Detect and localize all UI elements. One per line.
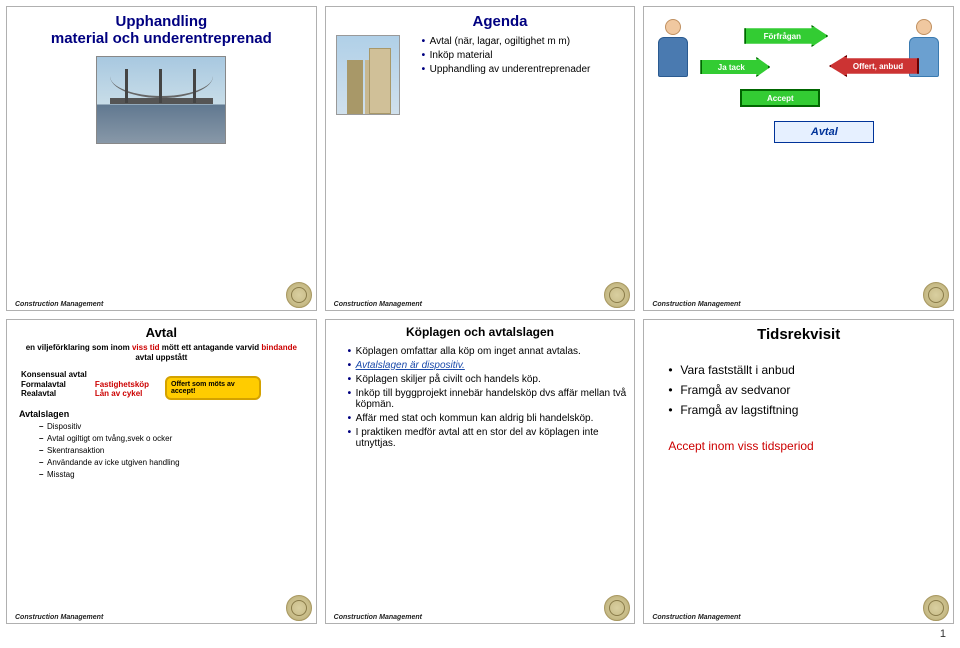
slide-footer: Construction Management xyxy=(652,301,740,308)
table-cell: Formalavtal xyxy=(21,380,95,390)
slide-grid: Upphandling material och underentreprena… xyxy=(0,0,960,648)
slide1-title-line1: Upphandling xyxy=(116,13,208,30)
accept-box: Accept xyxy=(740,89,820,107)
avtal-box: Avtal xyxy=(774,121,874,143)
slide-3: Förfrågan Ja tack Offert, anbud Accept A… xyxy=(643,6,954,311)
building-image xyxy=(336,35,400,115)
table-cell: Konsensual avtal xyxy=(21,370,95,380)
list-item: Dispositiv xyxy=(39,422,308,431)
callout-text: Offert som möts av accept! xyxy=(171,381,235,395)
list-item: Köplagen skiljer på civilt och handels k… xyxy=(348,374,627,385)
slide-footer: Construction Management xyxy=(334,614,422,621)
accept-line: Accept inom viss tidsperiod xyxy=(668,439,945,453)
slide4-title: Avtal xyxy=(15,326,308,341)
list-item: I praktiken medför avtal att en stor del… xyxy=(348,427,627,449)
slide4-subtitle: en viljeförklaring som inom viss tid möt… xyxy=(15,343,308,362)
list-item: Framgå av lagstiftning xyxy=(668,403,945,417)
slide6-bullets: Vara fastställt i anbud Framgå av sedvan… xyxy=(668,363,945,417)
list-item: Framgå av sedvanor xyxy=(668,383,945,397)
jatack-label: Ja tack xyxy=(718,63,745,72)
list-item: Avtal ogiltigt om tvång,svek o ocker xyxy=(39,434,308,443)
seal-icon xyxy=(923,595,949,621)
slide-1: Upphandling material och underentreprena… xyxy=(6,6,317,311)
list-item: Vara fastställt i anbud xyxy=(668,363,945,377)
list-item: Avtalslagen är dispositiv. xyxy=(348,360,627,371)
person-left-icon xyxy=(654,19,692,79)
jatack-arrow: Ja tack xyxy=(700,57,770,77)
slide1-title: Upphandling material och underentreprena… xyxy=(15,13,308,48)
list-item: Affär med stat och kommun kan aldrig bli… xyxy=(348,413,627,424)
agenda-item: Avtal (när, lagar, ogiltighet m m) xyxy=(422,36,627,47)
bridge-cable xyxy=(110,69,212,98)
slide-6: Tidsrekvisit Vara fastställt i anbud Fra… xyxy=(643,319,954,624)
agenda-item: Upphandling av underentreprenader xyxy=(422,64,627,75)
table-cell: Fastighetsköp xyxy=(95,380,149,390)
offert-label: Offert, anbud xyxy=(853,62,903,71)
slide-4: Avtal en viljeförklaring som inom viss t… xyxy=(6,319,317,624)
seal-icon xyxy=(286,282,312,308)
avtalslagen-list: Dispositiv Avtal ogiltigt om tvång,svek … xyxy=(27,422,308,479)
table-cell: Lån av cykel xyxy=(95,389,149,399)
avtalslagen-heading: Avtalslagen xyxy=(19,409,308,420)
slide-footer: Construction Management xyxy=(652,614,740,621)
agenda-item: Inköp material xyxy=(422,50,627,61)
slide2-bullets: Avtal (när, lagar, ogiltighet m m) Inköp… xyxy=(422,36,627,75)
slide-footer: Construction Management xyxy=(15,614,103,621)
slide5-title: Köplagen och avtalslagen xyxy=(334,326,627,340)
list-item: Inköp till byggprojekt innebär handelskö… xyxy=(348,388,627,410)
accept-label: Accept xyxy=(767,94,794,103)
seal-icon xyxy=(604,282,630,308)
forfragan-arrow: Förfrågan xyxy=(744,25,828,47)
page-number: 1 xyxy=(940,628,946,640)
offert-callout: Offert som möts av accept! xyxy=(165,376,261,400)
slide-5: Köplagen och avtalslagen Köplagen omfatt… xyxy=(325,319,636,624)
avtal-label: Avtal xyxy=(811,126,838,138)
list-item: Skentransaktion xyxy=(39,446,308,455)
slide-2: Agenda Avtal (när, lagar, ogiltighet m m… xyxy=(325,6,636,311)
seal-icon xyxy=(923,282,949,308)
slide6-title: Tidsrekvisit xyxy=(652,326,945,343)
list-item: Misstag xyxy=(39,470,308,479)
list-item: Användande av icke utgiven handling xyxy=(39,458,308,467)
list-item: Köplagen omfattar alla köp om inget anna… xyxy=(348,346,627,357)
avtal-types-table: Konsensual avtal FormalavtalFastighetskö… xyxy=(21,370,149,399)
slide2-title: Agenda xyxy=(374,13,627,30)
seal-icon xyxy=(604,595,630,621)
slide-footer: Construction Management xyxy=(15,301,103,308)
slide-footer: Construction Management xyxy=(334,301,422,308)
forfragan-label: Förfrågan xyxy=(764,32,801,41)
bridge-image xyxy=(96,56,226,144)
slide1-title-line2: material och underentreprenad xyxy=(51,30,272,47)
seal-icon xyxy=(286,595,312,621)
slide5-bullets: Köplagen omfattar alla köp om inget anna… xyxy=(348,346,627,449)
table-cell: Realavtal xyxy=(21,389,95,399)
